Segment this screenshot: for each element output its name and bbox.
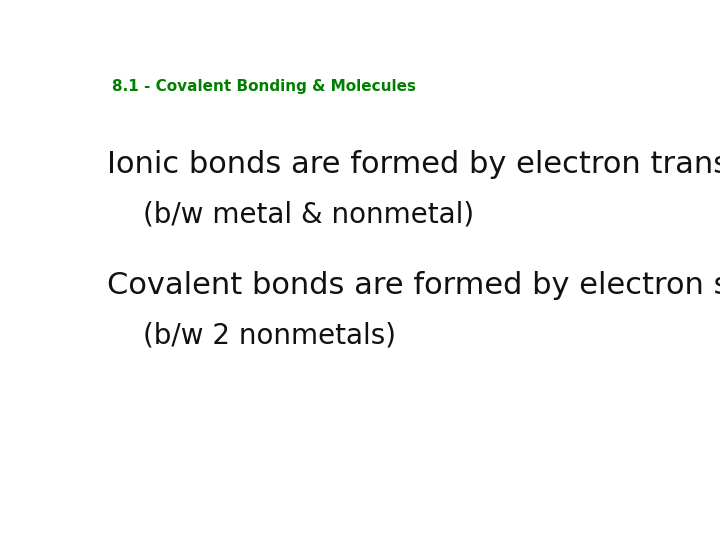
Text: Ionic bonds are formed by electron transfer.: Ionic bonds are formed by electron trans… — [107, 150, 720, 179]
Text: (b/w 2 nonmetals): (b/w 2 nonmetals) — [143, 321, 396, 349]
Text: 8.1 - Covalent Bonding & Molecules: 8.1 - Covalent Bonding & Molecules — [112, 79, 416, 94]
Text: Covalent bonds are formed by electron sharing.: Covalent bonds are formed by electron sh… — [107, 271, 720, 300]
Text: (b/w metal & nonmetal): (b/w metal & nonmetal) — [143, 200, 474, 228]
